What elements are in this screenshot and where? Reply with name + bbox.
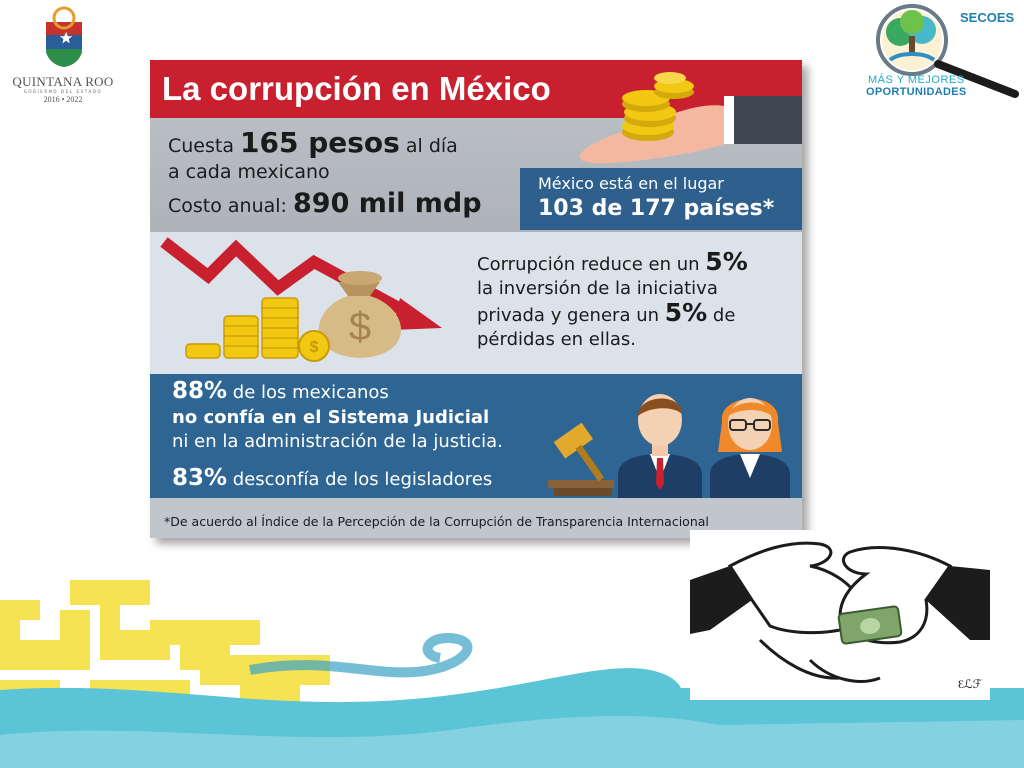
quintana-roo-logo: QUINTANA ROO GOBIERNO DEL ESTADO 2016 • … [6, 4, 120, 106]
coins-icon [622, 72, 694, 141]
ranking-value: 103 de 177 países* [538, 196, 775, 221]
secoes-logo: SECOES MÁS Y MEJORES OPORTUNIDADES [860, 2, 1022, 102]
annual-cost-value: 890 mil mdp [293, 188, 482, 219]
banknotes-icon [837, 605, 903, 645]
footnote-text: *De acuerdo al Índice de la Percepción d… [164, 514, 709, 529]
daily-cost-text: Cuesta 165 pesos al día [168, 126, 458, 159]
judicial-distrust-text: 88% de los mexicanos [172, 378, 389, 404]
investment-reduction-value: 5% [705, 247, 748, 276]
logo-years: 2016 • 2022 [43, 95, 83, 104]
state-shield-icon [46, 6, 82, 67]
judicial-distrust-value: 88% [172, 378, 228, 404]
down-arrow-icon [160, 237, 442, 330]
businessman-icon [618, 394, 702, 498]
investment-text: Corrupción reduce en un 5% la inversión … [477, 247, 748, 350]
svg-text:Ɛℒℱ: Ɛℒℱ [958, 677, 983, 691]
coin-stacks-icon: $ [185, 297, 330, 362]
svg-text:$: $ [310, 339, 319, 356]
judicial-system-text: no confía en el Sistema Judicial [172, 407, 490, 428]
annual-cost-text: Costo anual: 890 mil mdp [168, 188, 482, 219]
justice-administration-text: ni en la administración de la justicia. [172, 431, 503, 452]
gavel-icon [548, 422, 614, 496]
daily-cost-value: 165 pesos [240, 126, 400, 159]
investment-loss-value: 5% [664, 298, 708, 327]
secoes-tagline-1: MÁS Y MEJORES [868, 74, 965, 86]
logo-name: QUINTANA ROO [12, 74, 114, 89]
infographic-title: La corrupción en México [162, 70, 551, 107]
secoes-brand: SECOES [960, 10, 1015, 25]
corruption-infographic: La corrupción en México Cuesta 165 pesos… [150, 60, 802, 538]
ranking-label: México está en el lugar [538, 174, 724, 193]
hand-with-coins-icon [579, 72, 802, 164]
ranking-box: México está en el lugar 103 de 177 paíse… [520, 168, 802, 230]
tree-magnifier-icon [876, 4, 1019, 98]
money-bag-icon: $ [318, 271, 402, 358]
legislators-distrust-text: 83% desconfía de los legisladores [172, 465, 493, 491]
logo-subtitle: GOBIERNO DEL ESTADO [23, 89, 103, 94]
legislators-distrust-value: 83% [172, 465, 228, 491]
handshake-bribe-icon: Ɛℒℱ [690, 530, 990, 700]
secoes-tagline-2: OPORTUNIDADES [866, 86, 967, 98]
daily-cost-subject: a cada mexicano [168, 161, 330, 183]
businesswoman-icon [710, 398, 790, 498]
svg-text:$: $ [349, 305, 371, 349]
